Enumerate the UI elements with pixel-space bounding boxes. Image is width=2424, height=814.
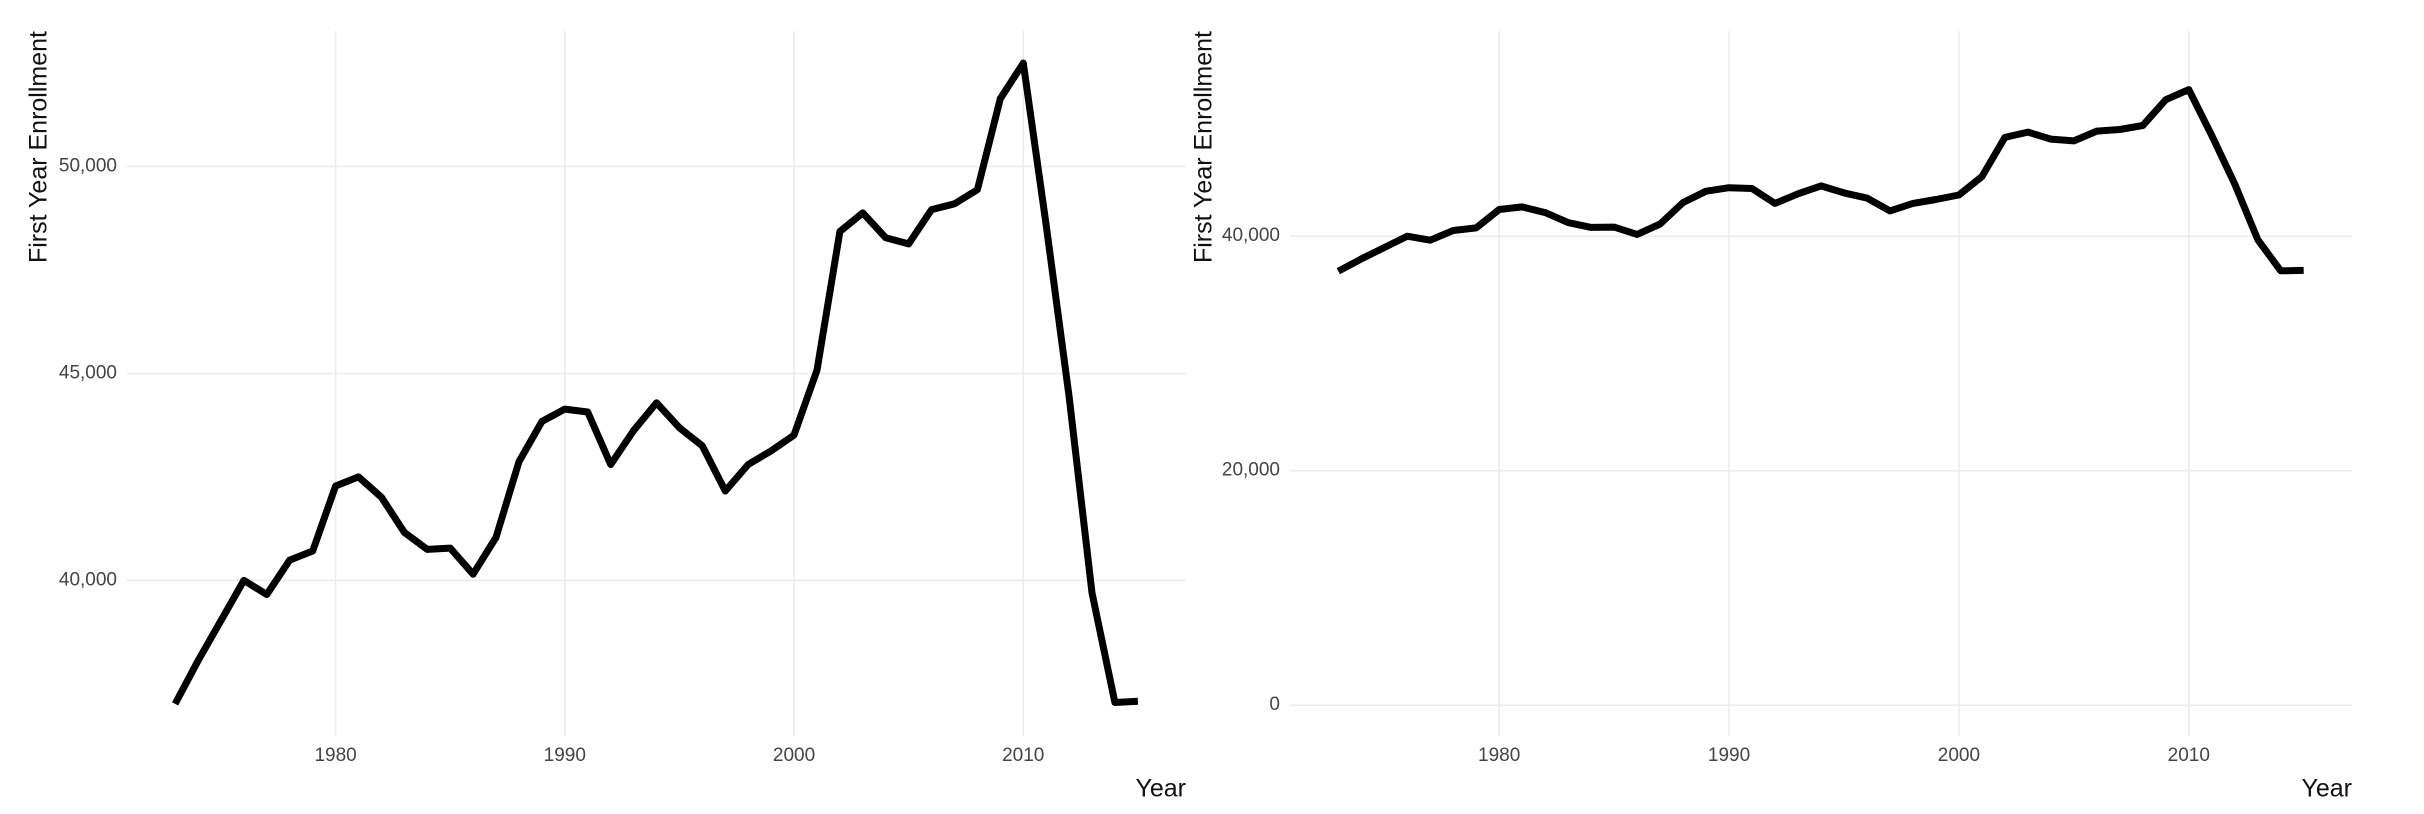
x-axis-title: Year bbox=[2301, 775, 2352, 803]
x-tick-label: 2010 bbox=[1002, 745, 1044, 766]
panel: 40,000 45,000 50,000 1980 1990 2000 2010 Year Fi… bbox=[25, 31, 1186, 803]
x-tick-label: 1980 bbox=[1478, 745, 1520, 766]
x-axis-title: Year bbox=[1135, 775, 1186, 803]
y-axis-title: First Year Enrollment bbox=[1190, 31, 1218, 263]
y-tick-label: 20,000 bbox=[1222, 460, 1280, 481]
x-tick-label: 2000 bbox=[1938, 745, 1980, 766]
panel: 0 20,000 40,000 1980 1990 2000 2010 Year First Y… bbox=[1190, 31, 2352, 803]
y-tick-label: 45,000 bbox=[59, 362, 117, 383]
x-tick-label: 1990 bbox=[1708, 745, 1750, 766]
y-tick-label: 40,000 bbox=[1222, 225, 1280, 246]
y-tick-label: 50,000 bbox=[59, 156, 117, 177]
y-axis-title: First Year Enrollment bbox=[25, 31, 53, 263]
line bbox=[1336, 86, 2304, 275]
y-tick-label: 40,000 bbox=[59, 569, 117, 590]
x-tick-label: 1980 bbox=[314, 745, 356, 766]
line bbox=[172, 59, 1139, 706]
x-tick-label: 2010 bbox=[2168, 745, 2210, 766]
x-tick-label: 1990 bbox=[544, 745, 586, 766]
y-tick-label: 0 bbox=[1269, 694, 1280, 715]
x-tick-label: 2000 bbox=[773, 745, 815, 766]
